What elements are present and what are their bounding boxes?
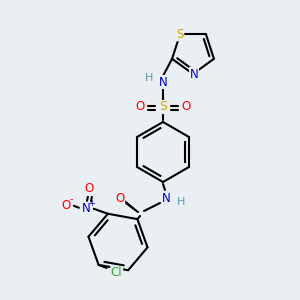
Text: O: O: [84, 182, 94, 195]
Text: N: N: [159, 76, 167, 88]
Text: S: S: [176, 28, 184, 41]
Text: H: H: [145, 73, 153, 83]
Text: O: O: [61, 199, 70, 212]
Text: Cl: Cl: [111, 266, 122, 279]
Text: O: O: [182, 100, 190, 113]
Text: H: H: [177, 197, 185, 207]
Text: -: -: [69, 194, 73, 204]
Text: +: +: [88, 199, 95, 208]
Text: O: O: [116, 191, 124, 205]
Text: S: S: [159, 100, 167, 113]
Text: O: O: [135, 100, 145, 113]
Text: N: N: [82, 202, 90, 215]
Text: N: N: [162, 191, 170, 205]
Text: N: N: [190, 68, 198, 80]
